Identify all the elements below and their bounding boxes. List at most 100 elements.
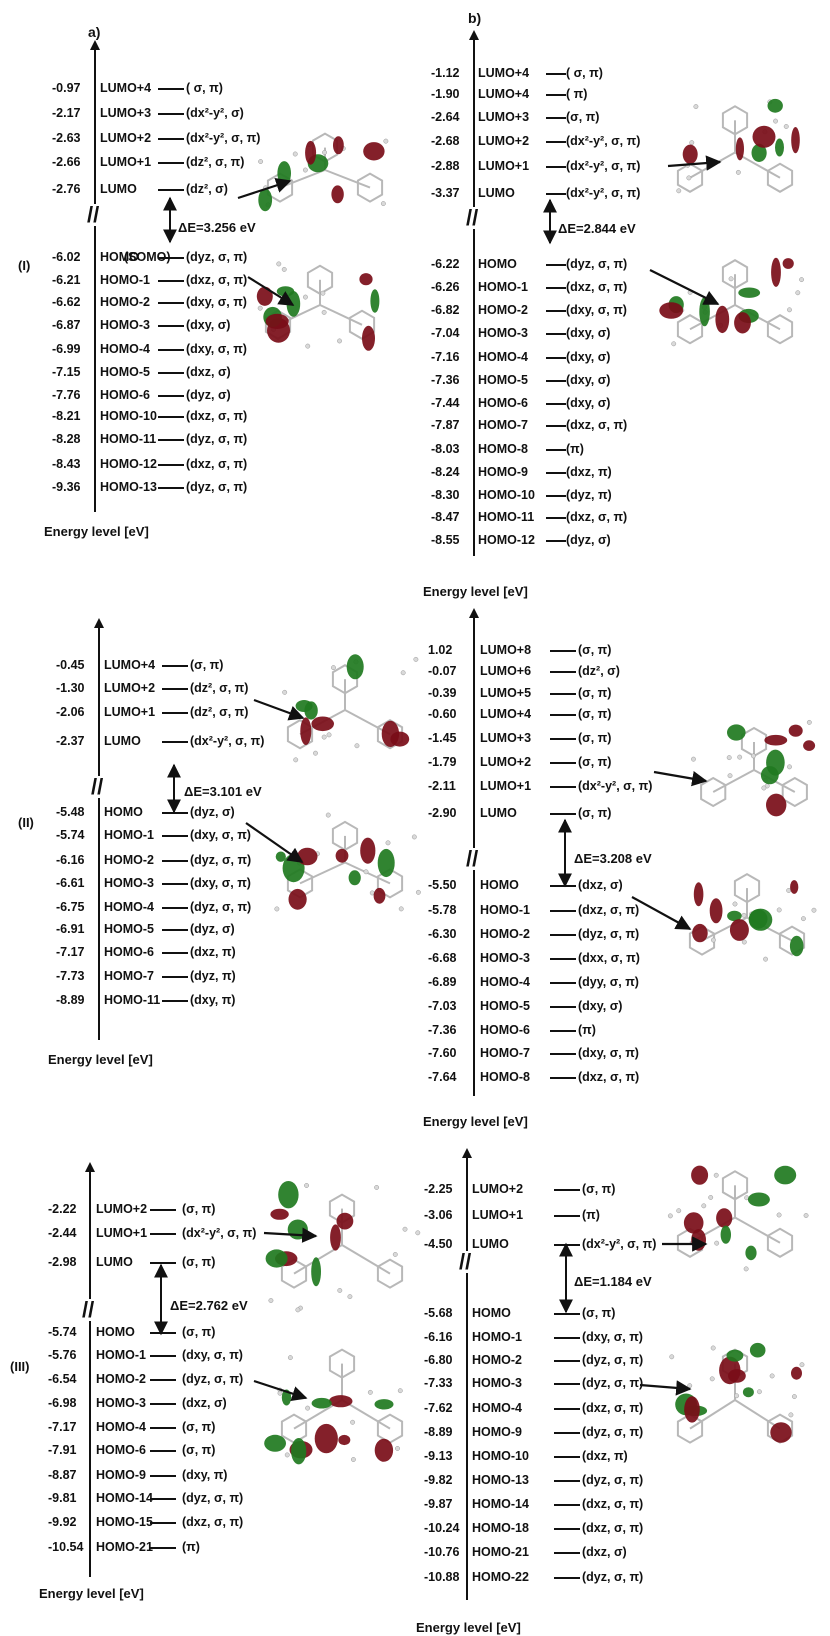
orbital-character-label: (dxy, σ) [566, 350, 611, 364]
energy-level-line [554, 1337, 580, 1339]
energy-value-label: -2.37 [56, 734, 85, 748]
orbital-character-label: (dyz, σ) [190, 922, 235, 936]
energy-level-line [158, 395, 184, 397]
energy-level-line [546, 472, 566, 474]
energy-level-line [162, 976, 188, 978]
homo-isosurface-image [659, 257, 805, 347]
energy-value-label: -8.30 [431, 488, 460, 502]
energy-value-label: -3.37 [431, 186, 460, 200]
orbital-character-label: (dyz, σ, π) [582, 1425, 644, 1439]
orbital-name-label: LUMO+5 [480, 686, 532, 700]
energy-level-line [162, 741, 188, 743]
energy-value-label: -0.97 [52, 81, 81, 95]
orbital-name-label: HOMO-1 [478, 280, 528, 294]
orbital-name-label: HOMO-12 [100, 457, 157, 471]
orbital-character-label: (dxz, σ) [186, 365, 231, 379]
energy-value-label: -9.87 [424, 1497, 453, 1511]
orbital-character-label: (dz², σ, π) [190, 705, 249, 719]
orbital-name-label: HOMO-1 [100, 273, 150, 287]
energy-level-line [158, 464, 184, 466]
homo-lumo-gap-label: ΔE=2.844 eV [558, 221, 636, 236]
energy-value-label: -7.36 [428, 1023, 457, 1037]
energy-value-label: -2.11 [428, 779, 456, 793]
energy-level-line [550, 738, 576, 740]
energy-level-line [554, 1552, 580, 1554]
orbital-name-label: HOMO-3 [96, 1396, 146, 1410]
energy-value-label: -6.16 [56, 853, 85, 867]
orbital-name-label: HOMO-4 [472, 1401, 522, 1415]
orbital-name-label: HOMO-9 [96, 1468, 146, 1482]
energy-level-line [162, 712, 188, 714]
energy-level-line [546, 449, 566, 451]
orbital-character-label: (dz², σ, π) [186, 155, 245, 169]
orbital-character-label: (dxz, σ, π) [578, 1070, 640, 1084]
orbital-character-label: (dxz, σ, π) [582, 1401, 644, 1415]
orbital-name-label: HOMO-12 [478, 533, 535, 547]
energy-value-label: -1.79 [428, 755, 457, 769]
orbital-character-label: (σ, π) [578, 686, 612, 700]
energy-level-line [554, 1360, 580, 1362]
energy-level-line [150, 1209, 176, 1211]
energy-level-line [554, 1313, 580, 1315]
axis-break-mark: // [87, 202, 100, 227]
orbital-name-label: HOMO-2 [478, 303, 528, 317]
energy-level-line [158, 113, 184, 115]
energy-level-line [150, 1547, 176, 1549]
energy-value-label: -6.26 [431, 280, 460, 294]
energy-value-label: -6.30 [428, 927, 457, 941]
energy-value-label: -2.98 [48, 1255, 77, 1269]
energy-level-line [162, 1000, 188, 1002]
energy-level-line [550, 1077, 576, 1079]
energy-level-line [546, 333, 566, 335]
orbital-name-label: LUMO+4 [100, 81, 152, 95]
orbital-name-label: HOMO-4 [480, 975, 530, 989]
homo-lumo-gap-label: ΔE=3.101 eV [184, 784, 262, 799]
energy-value-label: -2.66 [52, 155, 81, 169]
orbital-character-label: ( π) [566, 87, 588, 101]
energy-level-line [158, 439, 184, 441]
orbital-name-label: HOMO-6 [104, 945, 154, 959]
energy-value-label: -0.60 [428, 707, 457, 721]
energy-value-label: -5.74 [56, 828, 85, 842]
energy-value-label: -7.03 [428, 999, 457, 1013]
orbital-character-label: (dx²-y², σ, π) [582, 1237, 657, 1251]
energy-value-label: -6.80 [424, 1353, 453, 1367]
energy-level-line [550, 693, 576, 695]
energy-value-label: -7.33 [424, 1376, 453, 1390]
orbital-name-label: LUMO [472, 1237, 509, 1251]
orbital-character-label: (π) [578, 1023, 596, 1037]
orbital-character-label: (σ, π) [578, 707, 612, 721]
orbital-name-label: LUMO+2 [96, 1202, 148, 1216]
orbital-character-label: (dz², σ, π) [190, 681, 249, 695]
orbital-character-label: (dxy, σ, π) [566, 303, 627, 317]
axis-label-energy: Energy level [eV] [423, 584, 528, 599]
orbital-name-label: HOMO-7 [478, 418, 528, 432]
energy-value-label: -2.63 [52, 131, 81, 145]
orbital-character-label: (dxz, σ, π) [186, 457, 248, 471]
energy-value-label: -8.28 [52, 432, 81, 446]
energy-value-label: -7.15 [52, 365, 81, 379]
energy-level-line [550, 982, 576, 984]
energy-level-line [550, 958, 576, 960]
complex-label: (III) [10, 1359, 30, 1374]
orbital-character-label: (dx²-y², σ, π) [578, 779, 653, 793]
orbital-name-label: LUMO+2 [480, 755, 532, 769]
orbital-character-label: (dx²-y², σ, π) [566, 159, 641, 173]
energy-value-label: -6.68 [428, 951, 457, 965]
energy-level-line [546, 540, 566, 542]
homo-lumo-gap-label: ΔE=1.184 eV [574, 1274, 652, 1289]
orbital-name-label: HOMO-5 [480, 999, 530, 1013]
orbital-name-label: HOMO-2 [104, 853, 154, 867]
orbital-name-label: HOMO-6 [100, 388, 150, 402]
energy-level-line [150, 1450, 176, 1452]
orbital-name-label: LUMO+1 [472, 1208, 524, 1222]
orbital-name-label: HOMO-1 [480, 903, 530, 917]
orbital-name-label: HOMO-9 [478, 465, 528, 479]
energy-value-label: -5.50 [428, 878, 457, 892]
energy-value-label: -8.47 [431, 510, 460, 524]
orbital-name-label: LUMO+2 [472, 1182, 524, 1196]
orbital-character-label: (dx²-y², σ, π) [186, 131, 261, 145]
energy-value-label: -10.54 [48, 1540, 84, 1554]
energy-value-label: -6.22 [431, 257, 460, 271]
energy-value-label: -9.81 [48, 1491, 77, 1505]
